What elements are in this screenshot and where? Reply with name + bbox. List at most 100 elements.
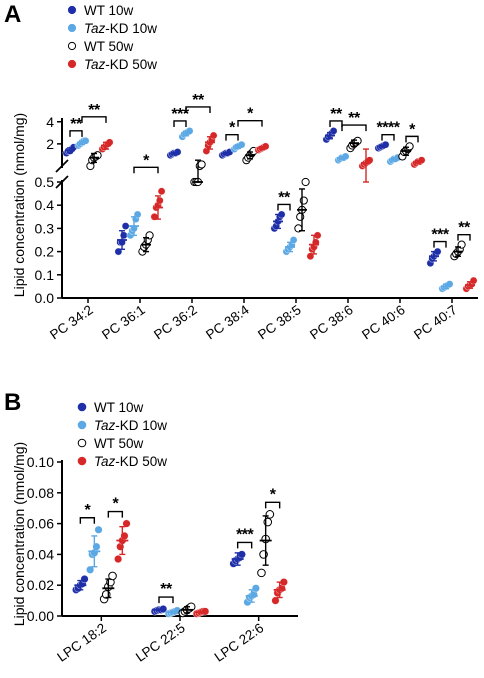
- data-point-wt-10w: [120, 231, 128, 240]
- data-point-taz-kd-10w: [86, 565, 95, 574]
- significance-bracket: [433, 240, 447, 248]
- legend-label-taz-kd-50w: Taz-KD 50w: [84, 57, 157, 72]
- significance-bracket: [79, 517, 96, 524]
- legend-label-taz-kd-10w: Taz-KD 10w: [84, 21, 157, 36]
- x-tick-label-pc-36-1: PC 36:1: [99, 302, 148, 342]
- data-point-taz-kd-10w: [94, 525, 103, 534]
- legend-marker-wt-50w: [67, 41, 77, 51]
- legend-group-name: -KD 50w: [105, 57, 157, 72]
- x-tick-label-lpc-22-6: LPC 22:6: [212, 620, 267, 665]
- significance-bracket: [133, 166, 159, 174]
- significance-label: *: [143, 152, 150, 169]
- x-tick-label-pc-38-6: PC 38:6: [307, 302, 356, 342]
- data-point-taz-kd-50w: [469, 276, 478, 285]
- y-tick-label: 0.2: [35, 244, 55, 260]
- significance-label: **: [160, 581, 173, 598]
- significance-label: **: [278, 189, 291, 206]
- y-tick-label: 0.08: [27, 485, 54, 501]
- x-tick-label-pc-38-4: PC 38:4: [203, 302, 252, 343]
- legend-group-name: -KD 10w: [115, 418, 167, 433]
- significance-bracket: [457, 233, 471, 241]
- significance-bracket: [277, 203, 291, 211]
- data-point-wt-50w: [197, 160, 206, 169]
- data-point-taz-kd-10w: [251, 584, 260, 593]
- legend-marker-wt-10w: [67, 5, 77, 15]
- legend-group-name: WT 10w: [84, 3, 134, 18]
- significance-label: **: [458, 220, 471, 237]
- data-point-wt-10w: [237, 550, 246, 559]
- panel-b-y-axis-title: Lipid concentration (nmol/mg): [11, 442, 27, 626]
- significance-label: **: [330, 106, 343, 123]
- x-tick-label-lpc-22-5: LPC 22:5: [133, 620, 188, 665]
- legend-group-name: WT 50w: [94, 436, 144, 451]
- significance-bracket: [237, 119, 263, 127]
- significance-label: *: [112, 496, 119, 513]
- legend-group-name: WT 50w: [84, 39, 134, 54]
- x-tick-label-pc-40-7: PC 40:7: [411, 302, 460, 342]
- y-tick-label: 2: [46, 136, 54, 152]
- significance-label: ***: [236, 526, 254, 543]
- significance-label: *: [84, 502, 91, 519]
- y-tick-label: 4: [46, 114, 54, 130]
- data-point-wt-10w: [80, 575, 89, 584]
- significance-bracket: [341, 124, 367, 132]
- x-tick-label-pc-36-2: PC 36:2: [151, 302, 200, 342]
- legend-label-taz-kd-50w: Taz-KD 50w: [94, 454, 167, 469]
- data-point-taz-kd-50w: [114, 555, 123, 564]
- panel-b-label: B: [4, 389, 21, 416]
- significance-bracket: [107, 510, 124, 518]
- significance-bracket: [264, 501, 281, 509]
- significance-label: *: [270, 486, 277, 503]
- significance-label: ****: [377, 120, 401, 137]
- y-tick-label: 0.1: [35, 267, 55, 283]
- significance-bracket: [173, 120, 187, 127]
- y-tick-label: 0.4: [35, 197, 55, 213]
- x-tick-label-pc-34-2: PC 34:2: [47, 302, 96, 342]
- panel-a-label: A: [4, 1, 21, 28]
- data-point-wt-50w: [257, 568, 266, 578]
- significance-label: **: [348, 110, 361, 127]
- legend-gene-name: Taz: [94, 418, 116, 433]
- legend-gene-name: Taz: [94, 454, 116, 469]
- y-tick-label: 0.00: [27, 608, 54, 624]
- data-point-taz-kd-50w: [271, 596, 280, 605]
- data-point-wt-50w: [108, 571, 117, 581]
- data-point-wt-50w: [296, 212, 305, 221]
- y-tick-label: 0.0: [35, 290, 55, 306]
- data-point-taz-kd-50w: [155, 196, 164, 205]
- legend-marker-taz-kd-50w: [77, 456, 87, 466]
- y-tick-label: 0.10: [27, 454, 54, 470]
- data-point-wt-50w: [299, 196, 308, 205]
- legend-marker-wt-10w: [77, 402, 87, 412]
- significance-label: **: [70, 116, 83, 133]
- data-point-wt-50w: [405, 142, 414, 151]
- data-point-wt-10w: [329, 127, 338, 135]
- significance-label: *: [409, 121, 416, 138]
- significance-bracket: [225, 133, 239, 141]
- significance-label: ***: [431, 227, 449, 244]
- data-point-wt-50w: [265, 510, 275, 519]
- data-point-wt-50w: [301, 177, 310, 187]
- legend-label-taz-kd-10w: Taz-KD 10w: [94, 418, 167, 433]
- data-point-taz-kd-50w: [122, 519, 131, 528]
- y-tick-label: 0.3: [35, 220, 55, 236]
- panel-a-plot: 0.0 0.1 0.2 0.3 0.4 0.5 2 4 PC 34:2 PC 36:1 PC 36:…: [35, 3, 478, 342]
- legend-group-name: WT 10w: [94, 400, 144, 415]
- panel-b-plot: 0.00 0.02 0.04 0.06 0.08 0.10 LPC 18:2 LPC 22:5…: [27, 400, 298, 665]
- x-tick-label-pc-38-5: PC 38:5: [255, 302, 304, 342]
- significance-label: **: [192, 92, 205, 109]
- legend-group-name: -KD 50w: [115, 454, 167, 469]
- significance-label: *: [229, 120, 236, 137]
- significance-label: **: [88, 102, 101, 119]
- significance-bracket: [236, 541, 253, 549]
- legend-label-wt-10w: WT 10w: [84, 3, 134, 18]
- legend-marker-taz-kd-10w: [77, 420, 87, 430]
- significance-bracket: [381, 133, 395, 141]
- significance-bracket: [185, 106, 211, 113]
- significance-label: *: [247, 106, 254, 123]
- y-tick-label: 0.5: [35, 174, 55, 190]
- legend-label-wt-10w: WT 10w: [94, 400, 144, 415]
- x-tick-label-pc-40-6: PC 40:6: [359, 302, 408, 342]
- axis-break-mark: [55, 159, 69, 173]
